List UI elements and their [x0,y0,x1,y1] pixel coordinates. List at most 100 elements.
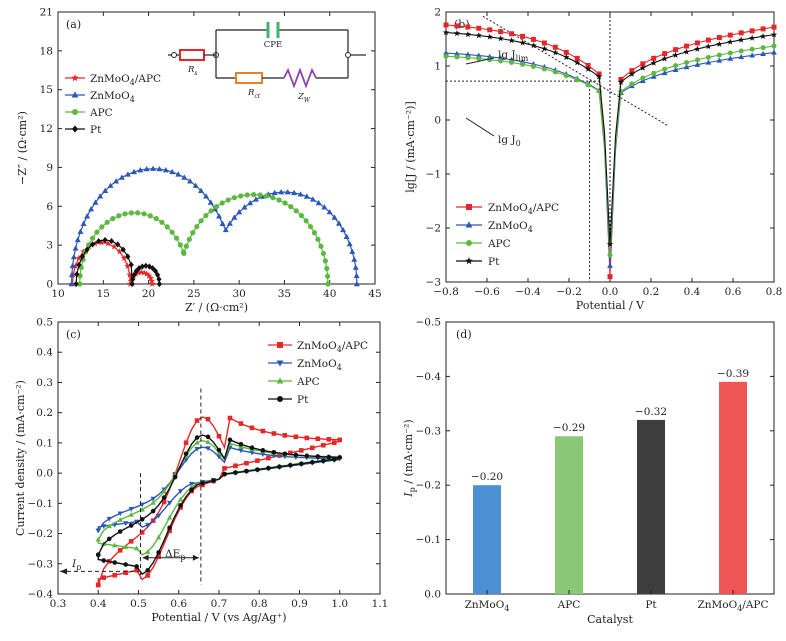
data-point [113,178,120,184]
data-point [156,276,162,283]
data-point [96,237,102,245]
data-point [122,211,128,217]
data-point [705,59,712,65]
data-point [322,258,328,264]
legend-label: ZnMoO4 [297,358,342,372]
data-point [716,52,722,58]
data-point [123,521,129,526]
data-point [227,437,233,443]
panel-d: 0.0 −0.1 −0.2 −0.3 −0.4 −0.5 −0.20 ZnMoO4 −0.29 A… [402,317,775,626]
data-point [351,256,358,262]
panel-c: 0.3 0.4 0.5 0.6 0.7 0.8 0.9 1.0 1.1 −0.4 −0.3 −0.2 −… [14,317,388,625]
data-point [326,437,332,442]
data-point [74,236,81,243]
x-tick-label: 10 [51,288,64,300]
legend-item: APC [268,376,320,388]
data-point [249,425,255,431]
data-point [161,488,167,494]
data-point [128,261,134,269]
data-point [99,224,105,230]
data-point [244,468,249,474]
y-tick-label: 0.3 [36,377,53,389]
legend-label: Pt [297,394,309,406]
legend-item: ZnMoO4 [268,358,342,372]
data-point [73,280,79,288]
data-point [617,78,625,85]
data-point [137,167,144,173]
data-point [771,43,777,49]
data-point [101,524,107,529]
annotation-ip: Ip [71,558,81,572]
data-point [563,53,570,60]
legend-item: APC [456,238,511,250]
x-axis-label: Catalyst [587,613,633,626]
data-point [128,507,134,512]
data-point [143,270,151,277]
data-point [303,193,310,199]
data-point [760,45,766,51]
data-point [320,442,326,448]
data-point [79,253,86,260]
legend-label: ZnMoO4 [488,220,533,234]
data-point [140,269,148,276]
data-point [454,23,460,29]
y-tick-label: −0.3 [28,558,54,570]
data-point [684,43,690,49]
data-point [135,269,142,276]
data-point [628,70,636,77]
bar-value-label: −0.32 [635,406,667,418]
x-tick-label: 0.8 [766,286,783,298]
legend-item: ZnMoO4 [65,90,135,104]
data-point [727,55,734,61]
data-point [95,528,101,534]
bar [473,485,501,594]
data-point [222,471,227,477]
data-point [304,435,310,441]
data-point [585,63,591,69]
cpe-label: CPE [264,40,282,50]
data-point [299,461,304,467]
data-point [293,208,299,214]
x-tick-label: 40 [323,288,336,300]
legend-label: ZnMoO4/APC [90,73,161,87]
y-tick-label: 1 [434,61,441,73]
data-point [124,262,131,269]
data-point [238,448,244,454]
y-tick-label: −0.1 [28,498,54,510]
data-point [92,199,99,205]
x-tick-label: Pt [645,599,657,611]
data-point [69,262,76,269]
data-point [76,261,82,269]
data-point [249,450,255,456]
legend-item: Pt [456,256,500,268]
bar-value-label: −0.39 [717,368,749,380]
data-point [134,564,139,569]
data-point [194,435,200,440]
y-tick-label: −0.2 [28,528,54,540]
y-tick-label: 15 [40,84,53,96]
data-point [117,517,123,522]
data-point [770,31,778,38]
data-point [169,168,176,175]
data-point [454,50,460,56]
data-point [208,208,214,214]
data-point [705,43,712,50]
data-point [123,562,128,567]
data-point [77,281,83,287]
data-point [661,69,668,76]
y-tick-label: 21 [40,7,53,19]
y-tick-label: 18 [40,45,53,57]
data-point [252,196,259,202]
y-tick-label: −0.4 [28,589,54,601]
data-point [219,220,226,226]
series-pt [95,434,343,576]
y-tick-label: 0.2 [36,407,53,419]
y-tick-label: 0.4 [36,347,53,359]
data-point [574,77,580,83]
data-point [299,448,304,453]
y-tick-label: −1 [426,169,441,181]
data-point [738,53,745,60]
series-znmoo4 [95,445,343,534]
data-point [219,200,225,206]
data-point [152,268,159,275]
